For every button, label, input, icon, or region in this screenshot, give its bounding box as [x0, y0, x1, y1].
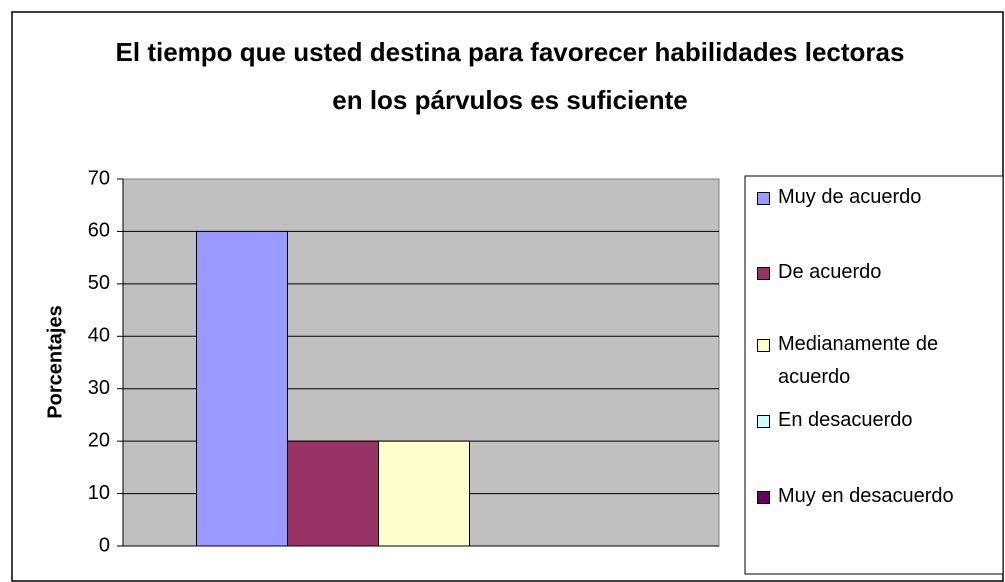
y-tick-label: 60 [88, 220, 110, 242]
bar [196, 230, 288, 547]
legend-swatch [757, 491, 770, 504]
legend-swatch [757, 415, 770, 428]
chart-title: El tiempo que usted destina para favorec… [115, 37, 905, 115]
legend-label: Muy en desacuerdo [778, 485, 954, 507]
y-tick-label: 70 [88, 167, 110, 189]
legend-label: En desacuerdo [778, 409, 913, 431]
legend-swatch [757, 267, 770, 280]
y-tick-label: 10 [88, 482, 110, 504]
legend-label: Medianamente de acuerdo [778, 333, 939, 388]
legend-swatch [757, 339, 770, 352]
legend-label: De acuerdo [778, 261, 882, 283]
y-tick-label: 0 [99, 534, 110, 556]
y-axis-label: Porcentajes [44, 305, 66, 418]
legend-swatch [757, 192, 770, 205]
legend-label: Muy de acuerdo [778, 186, 922, 208]
y-tick-label: 30 [88, 377, 110, 399]
y-tick-label: 40 [88, 325, 110, 347]
y-tick-label: 20 [88, 429, 110, 451]
legend-box [744, 175, 1004, 575]
bar [378, 440, 470, 547]
y-tick-label: 50 [88, 272, 110, 294]
bar [287, 440, 379, 547]
